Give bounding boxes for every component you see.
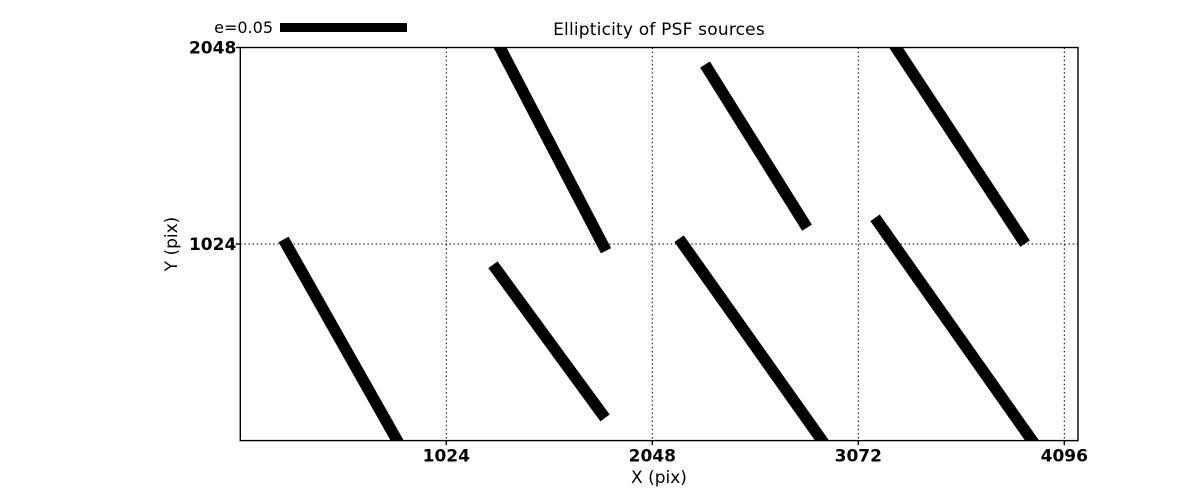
quiver-key-label: e=0.05 — [214, 17, 273, 37]
ellipticity-whisker — [870, 214, 1040, 441]
x-tick-label: 2048 — [629, 447, 676, 467]
quiver-key-bar-icon — [280, 22, 407, 32]
y-tick-label: 1024 — [189, 235, 236, 255]
ellipticity-whisker — [278, 236, 404, 441]
x-tick-label: 3072 — [835, 447, 882, 467]
ellipticity-whisker — [674, 235, 830, 441]
ellipticity-whisker — [700, 61, 812, 231]
ellipticity-whisker — [889, 47, 1030, 247]
x-tick-label: 1024 — [423, 447, 470, 467]
quiver-key: e=0.05 — [150, 17, 407, 37]
x-tick-label: 4096 — [1041, 447, 1088, 467]
plot-title: Ellipticity of PSF sources — [553, 20, 765, 40]
y-tick-label: 2048 — [189, 39, 236, 59]
ellipticity-whisker — [488, 261, 610, 422]
ellipticity-whisker — [493, 47, 612, 254]
x-axis-label: X (pix) — [631, 468, 687, 488]
whisker-group — [278, 47, 1040, 441]
